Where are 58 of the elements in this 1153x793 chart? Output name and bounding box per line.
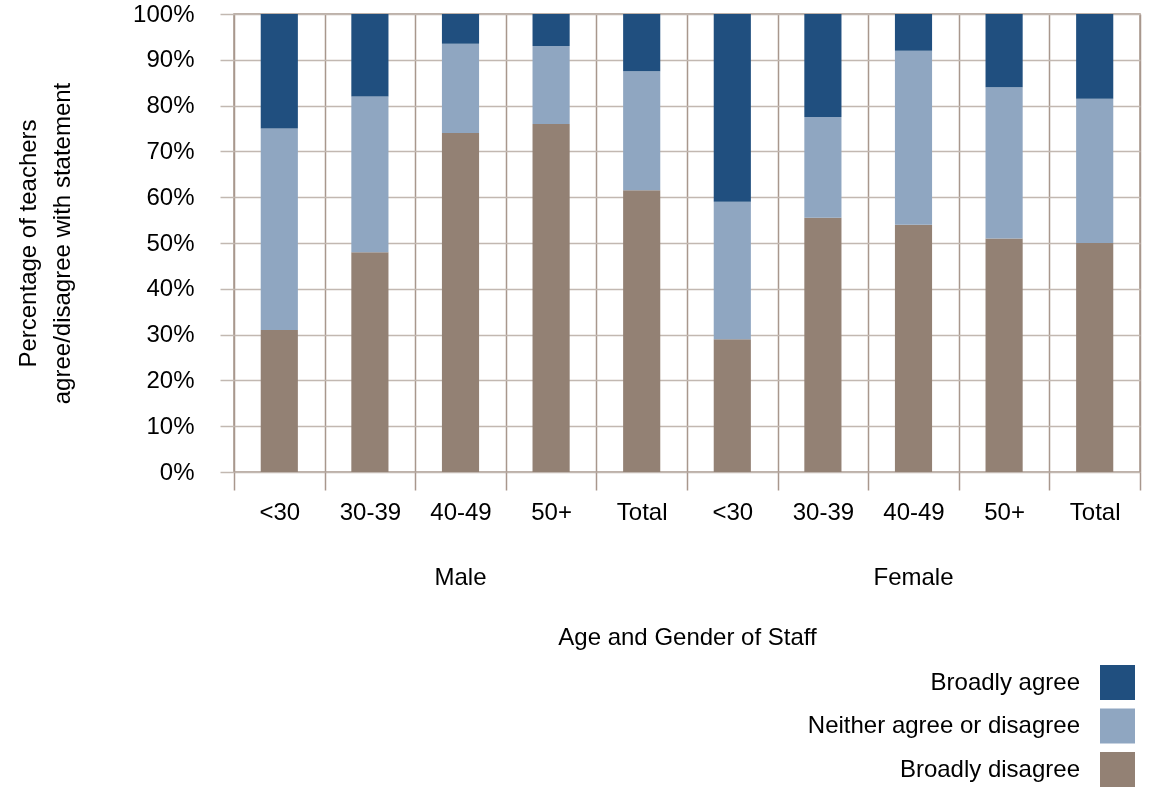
bar bbox=[441, 14, 480, 44]
x-tick-label: Total bbox=[1069, 497, 1121, 525]
x-tick-label: <30 bbox=[259, 497, 301, 525]
bar bbox=[985, 87, 1023, 239]
text: Female bbox=[873, 563, 954, 590]
bar bbox=[985, 14, 1023, 88]
bar bbox=[804, 117, 842, 218]
bar bbox=[623, 190, 661, 472]
text: Male bbox=[434, 563, 487, 590]
legend-label: Neither agree or disagree bbox=[807, 711, 1080, 738]
y-tick-label: 20% bbox=[146, 365, 195, 393]
bar bbox=[713, 14, 751, 202]
bar bbox=[532, 123, 570, 472]
bar bbox=[894, 224, 933, 472]
y-tick-label: 40% bbox=[146, 274, 195, 302]
bar bbox=[351, 14, 389, 97]
x-tick-label: 30-39 bbox=[792, 497, 855, 525]
x-tick-label: 40-49 bbox=[430, 497, 492, 525]
bar bbox=[713, 339, 751, 472]
bar bbox=[985, 238, 1023, 472]
y-tick-label: 80% bbox=[146, 91, 195, 119]
bar bbox=[894, 14, 933, 51]
bar bbox=[260, 330, 298, 472]
legend-label: Broadly disagree bbox=[899, 754, 1080, 782]
bar bbox=[894, 50, 933, 225]
bar bbox=[623, 71, 661, 191]
x-tick-label: 30-39 bbox=[339, 497, 402, 525]
bar bbox=[804, 217, 842, 472]
x-tick-label: 40-49 bbox=[883, 497, 945, 525]
y-tick-label: 50% bbox=[146, 228, 195, 256]
bar bbox=[441, 43, 480, 134]
bar bbox=[260, 128, 298, 331]
bar bbox=[713, 201, 751, 340]
bar bbox=[1076, 243, 1114, 472]
bar bbox=[804, 14, 842, 118]
bar bbox=[532, 14, 570, 47]
bar bbox=[441, 133, 480, 472]
x-tick-label: 50+ bbox=[984, 497, 1025, 525]
bar bbox=[532, 46, 570, 124]
y-tick-label: 0% bbox=[159, 457, 195, 485]
x-tick-label: <30 bbox=[712, 497, 754, 525]
x-axis-title: Age and Gender of Staff bbox=[558, 622, 818, 650]
y-tick-label: 30% bbox=[146, 320, 195, 348]
x-tick-label: Total bbox=[616, 497, 668, 525]
bar bbox=[351, 96, 389, 253]
y-tick-label: 70% bbox=[146, 136, 195, 164]
y-tick-label: 60% bbox=[146, 182, 195, 210]
y-axis-title: Percentage of teachers agree/disagree with statement bbox=[14, 82, 76, 405]
bar bbox=[1076, 14, 1114, 99]
y-tick-label: 10% bbox=[146, 411, 195, 439]
bar bbox=[1076, 98, 1114, 243]
y-tick-label: 90% bbox=[146, 45, 195, 73]
x-tick-label: 50+ bbox=[531, 497, 572, 525]
bar bbox=[623, 14, 661, 72]
bar bbox=[351, 252, 389, 472]
y-tick-label: 100% bbox=[133, 0, 195, 27]
bar bbox=[260, 14, 298, 129]
legend-label: Broadly agree bbox=[930, 667, 1080, 695]
